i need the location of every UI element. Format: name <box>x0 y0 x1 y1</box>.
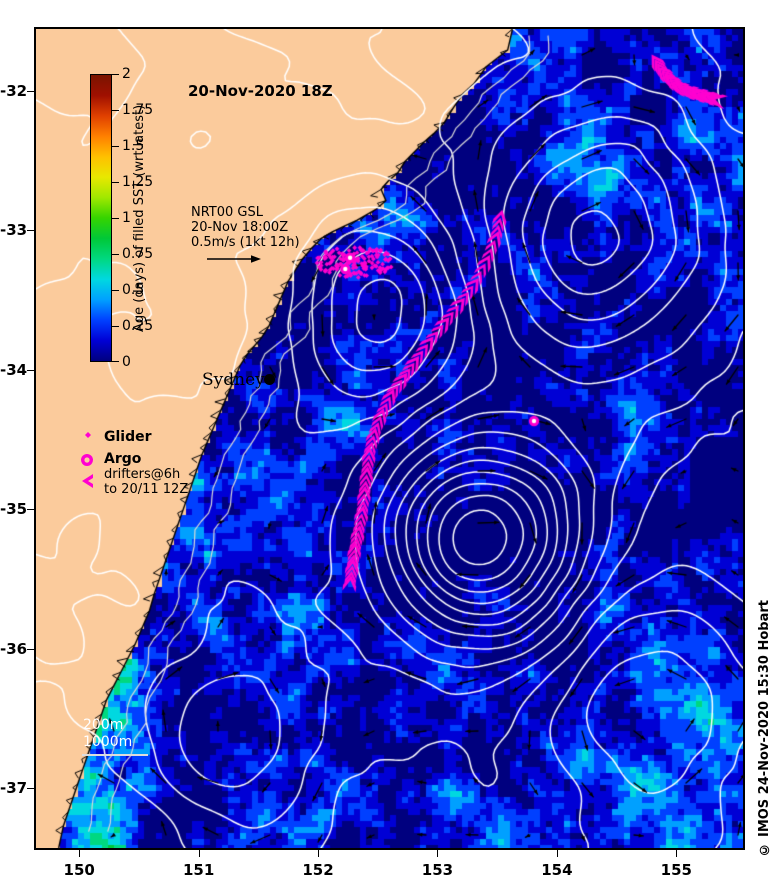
legend: Glider Argo drifters@6h to 20/11 12Z <box>76 427 206 505</box>
bathymetry-scale-line <box>82 754 148 756</box>
colorbar-tick <box>112 218 119 219</box>
x-axis-tick <box>556 850 558 857</box>
drifter-track-overlay <box>36 29 743 848</box>
bathy-1000m: 1000m <box>83 734 133 750</box>
colorbar-tick-label: 0.5 <box>122 282 145 298</box>
colorbar-tick-label: 2 <box>122 66 131 82</box>
chevron-icon <box>82 474 93 488</box>
legend-drifters-text: drifters@6h to 20/11 12Z <box>104 467 188 497</box>
colorbar-tick-label: 0.25 <box>122 318 154 334</box>
drifters-endtime: to 20/11 12Z <box>104 482 189 497</box>
x-axis-tick <box>198 850 200 857</box>
y-axis-tick <box>27 369 34 371</box>
x-axis-tick-label: 153 <box>421 861 454 879</box>
colorbar-tick-label: 0.75 <box>122 246 154 262</box>
x-axis-tick <box>676 850 678 857</box>
colorbar-tick-label: 1.25 <box>122 174 154 190</box>
colorbar-tick-label: 1.5 <box>122 138 145 154</box>
city-label-sydney: Sydney <box>202 370 265 390</box>
legend-label-glider: Glider <box>104 429 152 445</box>
page-title: 20-Nov-2020 18Z <box>188 82 333 100</box>
city-dot-icon <box>264 374 275 385</box>
x-axis-tick-label: 150 <box>63 861 95 879</box>
legend-item-argo: Argo <box>76 449 206 471</box>
y-axis-tick-label: -32 <box>0 81 28 100</box>
copyright-notice: © IMOS 24-Nov-2020 15:30 Hobart <box>757 600 772 857</box>
x-axis-tick <box>318 850 320 857</box>
x-axis-tick-label: 152 <box>302 861 334 879</box>
colorbar-tick-label: 1 <box>122 210 131 226</box>
bathymetry-labels: 200m 1000m <box>83 717 132 751</box>
y-axis-tick-label: -37 <box>0 779 28 798</box>
x-axis-tick-label: 151 <box>182 861 215 879</box>
colorbar-tick <box>112 290 119 291</box>
y-axis-tick-label: -36 <box>0 639 28 658</box>
colorbar-tick <box>112 361 119 362</box>
colorbar-gradient <box>90 74 112 362</box>
y-axis-tick-label: -33 <box>0 221 28 240</box>
drifters-interval: drifters@6h <box>104 467 181 482</box>
gsl-scale: 0.5m/s (1kt 12h) <box>191 235 300 250</box>
y-axis-tick-label: -34 <box>0 360 28 379</box>
colorbar-tick <box>112 146 119 147</box>
bathy-200m: 200m <box>83 717 124 733</box>
y-axis-tick <box>27 90 34 92</box>
small-diamond-icon <box>85 432 91 438</box>
y-axis-tick <box>27 788 34 790</box>
current-annotation: NRT00 GSL 20-Nov 18:00Z 0.5m/s (1kt 12h) <box>191 205 300 265</box>
legend-item-drifters: drifters@6h to 20/11 12Z <box>76 467 206 505</box>
colorbar-tick-label: 1.75 <box>122 102 154 118</box>
y-axis-tick <box>27 648 34 650</box>
colorbar: 2 1.75 1.5 1.25 1 0.75 0.5 0.25 0 <box>90 66 153 370</box>
legend-label-argo: Argo <box>104 451 142 467</box>
gsl-product-name: NRT00 GSL <box>191 205 263 220</box>
colorbar-tick <box>112 110 119 111</box>
x-axis-tick-label: 154 <box>541 861 573 879</box>
legend-item-glider: Glider <box>76 427 206 449</box>
colorbar-tick <box>112 74 119 75</box>
y-axis-tick <box>27 509 34 511</box>
x-axis-tick-label: 155 <box>660 861 692 879</box>
gsl-timestamp: 20-Nov 18:00Z <box>191 220 289 235</box>
circle-dot-icon <box>81 454 93 466</box>
y-axis-tick-label: -35 <box>0 500 28 519</box>
x-axis-tick <box>437 850 439 857</box>
map-plot-area: 2 1.75 1.5 1.25 1 0.75 0.5 0.25 0 Age (days) of … <box>34 27 745 850</box>
colorbar-tick <box>112 326 119 327</box>
colorbar-tick <box>112 182 119 183</box>
x-axis-tick <box>79 850 81 857</box>
y-axis-tick <box>27 230 34 232</box>
colorbar-tick-label: 0 <box>122 354 131 370</box>
colorbar-label: Age (days) of filled SST (wrt latest) <box>132 104 147 332</box>
colorbar-tick <box>112 254 119 255</box>
reference-arrow-icon <box>207 255 261 263</box>
